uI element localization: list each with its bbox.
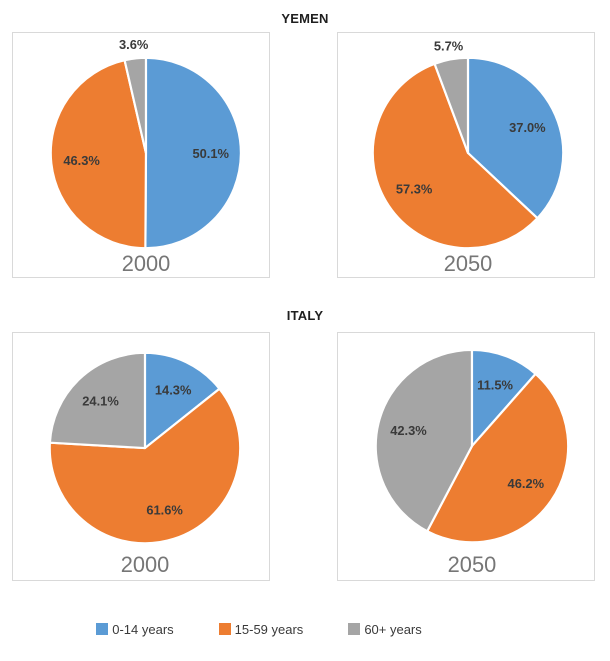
pie-chart-yemen-2000: 50.1% 46.3% 3.6% 2000 bbox=[49, 37, 242, 276]
group-title-italy: ITALY bbox=[286, 308, 324, 323]
legend-item-60plus-years: 60+ years bbox=[348, 621, 422, 637]
pie-data-label: 61.6% bbox=[146, 502, 183, 517]
pie-data-label: 57.3% bbox=[396, 182, 433, 197]
pie-data-label: 46.2% bbox=[508, 476, 545, 491]
legend-swatch-15-59-years bbox=[218, 623, 231, 635]
legend-swatch-0-14-years bbox=[96, 623, 109, 635]
legend-item-0-14-years: 0-14 years bbox=[96, 621, 174, 637]
year-axis-label: 2000 bbox=[122, 251, 171, 276]
chart-panel-yemen-2050: 37.0% 57.3% 5.7% 2050 bbox=[337, 32, 595, 278]
pie-data-label: 37.0% bbox=[509, 120, 546, 135]
pie-chart-yemen-2050: 37.0% 57.3% 5.7% 2050 bbox=[371, 38, 565, 276]
pie-data-label: 3.6% bbox=[119, 37, 149, 52]
pie-slice-60-years bbox=[48, 351, 147, 450]
pie-slice-60-years bbox=[123, 56, 148, 155]
pie-slice-15-59-years bbox=[48, 387, 242, 545]
pie-data-label: 11.5% bbox=[477, 378, 513, 393]
pie-slice-0-14-years bbox=[143, 351, 221, 450]
chart-panel-yemen-2000: 50.1% 46.3% 3.6% 2000 bbox=[12, 32, 270, 278]
pie-slice-60-years bbox=[433, 56, 470, 155]
group-title-yemen: YEMEN bbox=[281, 11, 329, 26]
pie-data-label: 24.1% bbox=[82, 394, 119, 409]
legend-label-15-59-years: 15-59 years bbox=[234, 621, 304, 637]
legend-label-60plus-years: 60+ years bbox=[364, 621, 422, 637]
pie-slice-15-59-years bbox=[426, 372, 570, 544]
pie-data-label: 50.1% bbox=[192, 146, 229, 161]
pie-slice-0-14-years bbox=[470, 348, 537, 448]
pie-slice-15-59-years bbox=[371, 62, 539, 250]
pie-chart-italy-2050: 11.5% 46.2% 42.3% 2050 bbox=[374, 348, 570, 577]
legend-item-15-59-years: 15-59 years bbox=[218, 621, 304, 637]
legend-label-0-14-years: 0-14 years bbox=[112, 621, 174, 637]
pie-data-label: 46.3% bbox=[63, 153, 100, 168]
year-axis-label: 2000 bbox=[121, 552, 170, 577]
legend-swatch-60plus-years bbox=[348, 623, 361, 635]
pie-slice-15-59-years bbox=[49, 59, 148, 250]
year-axis-label: 2050 bbox=[444, 251, 493, 276]
pie-slice-60-years bbox=[374, 348, 474, 533]
pie-data-label: 42.3% bbox=[390, 423, 427, 438]
pie-slice-0-14-years bbox=[466, 56, 565, 220]
chart-panel-italy-2050: 11.5% 46.2% 42.3% 2050 bbox=[337, 332, 595, 581]
legend: 0-14 years 15-59 years 60+ years bbox=[0, 619, 518, 639]
pie-chart-italy-2000: 14.3% 61.6% 24.1% 2000 bbox=[48, 351, 242, 577]
chart-panel-italy-2000: 14.3% 61.6% 24.1% 2000 bbox=[12, 332, 270, 581]
pie-data-label: 5.7% bbox=[434, 38, 464, 53]
pie-data-label: 14.3% bbox=[155, 382, 192, 397]
year-axis-label: 2050 bbox=[448, 552, 497, 577]
pie-slice-0-14-years bbox=[144, 56, 242, 250]
